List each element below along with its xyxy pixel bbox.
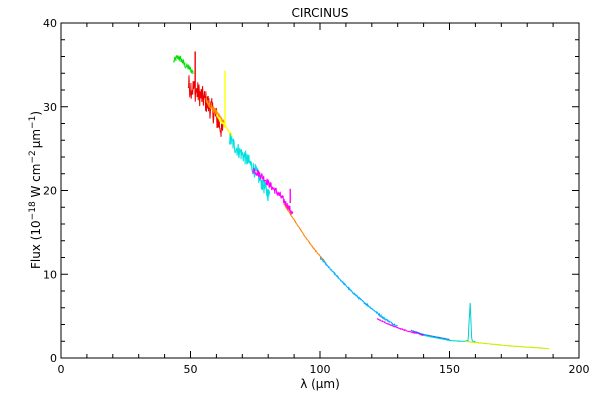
x-tick-label: 0	[58, 363, 65, 376]
series-line-6	[252, 167, 294, 216]
series-line-7	[283, 203, 326, 262]
y-axis-label-exponent: −1	[28, 116, 38, 129]
y-tick-label: 40	[43, 17, 57, 30]
y-tick-label: 10	[43, 268, 57, 281]
x-tick-label: 150	[439, 363, 460, 376]
y-axis-label-part: )	[29, 111, 43, 116]
series-line-1	[173, 54, 194, 75]
x-tick-label: 100	[310, 363, 331, 376]
y-axis-label-part: μm	[29, 129, 43, 148]
data-layer	[173, 51, 550, 350]
y-axis-label-part: Flux (10	[29, 220, 43, 269]
series-line-10	[410, 329, 450, 341]
y-tick-label: 0	[50, 352, 57, 365]
y-tick-label: 20	[43, 185, 57, 198]
series-line-9	[376, 318, 424, 337]
y-tick-label: 30	[43, 101, 57, 114]
series-line-2	[187, 75, 224, 137]
x-axis-label: λ (μm)	[300, 377, 340, 391]
series-line-12	[464, 340, 550, 350]
chart-title: CIRCINUS	[292, 6, 349, 20]
x-tick-label: 50	[184, 363, 198, 376]
y-axis-label-part: W cm	[29, 164, 43, 202]
series-line-8	[319, 257, 398, 327]
y-axis-label-exponent: −2	[28, 150, 38, 163]
series-line-11	[423, 302, 476, 343]
y-axis-label: Flux (10−18 W cm−2 μm−1)	[28, 111, 43, 269]
series-line-4	[215, 113, 233, 138]
tick-layer: 0 50 100 150 200 0 10 20 30 40	[43, 17, 590, 376]
y-axis-label-exponent: −18	[28, 201, 38, 220]
x-tick-label: 200	[569, 363, 590, 376]
